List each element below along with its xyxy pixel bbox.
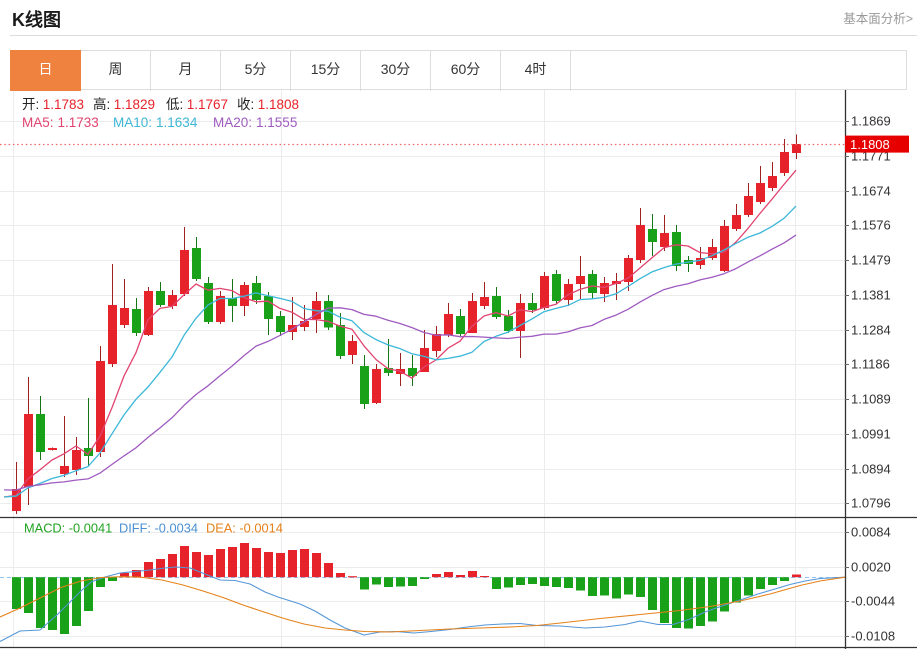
svg-text:DIFF: -0.0034: DIFF: -0.0034 xyxy=(119,521,198,536)
svg-text:1.1808: 1.1808 xyxy=(850,137,890,152)
svg-text:0.0084: 0.0084 xyxy=(851,525,891,540)
svg-text:MACD: -0.0041: MACD: -0.0041 xyxy=(24,521,112,536)
svg-text:1.1381: 1.1381 xyxy=(851,288,891,303)
svg-text:-0.0108: -0.0108 xyxy=(851,629,895,644)
svg-text:1.1479: 1.1479 xyxy=(851,253,891,268)
svg-text:1.1186: 1.1186 xyxy=(851,357,890,372)
svg-text:1.0894: 1.0894 xyxy=(851,462,891,477)
svg-text:1.1284: 1.1284 xyxy=(851,323,891,338)
svg-text:0.0020: 0.0020 xyxy=(851,560,891,575)
svg-text:-0.0044: -0.0044 xyxy=(851,594,895,609)
svg-text:1.1869: 1.1869 xyxy=(851,114,891,129)
svg-text:MA20:1.1555: MA20: 1.1555 xyxy=(213,115,297,130)
svg-text:1.0796: 1.0796 xyxy=(851,496,891,511)
svg-text:1.0991: 1.0991 xyxy=(851,427,891,442)
svg-text:1.1674: 1.1674 xyxy=(851,184,891,199)
svg-text:高:1.1829: 高: 1.1829 xyxy=(93,96,155,112)
svg-text:DEA: -0.0014: DEA: -0.0014 xyxy=(206,521,283,536)
svg-text:1.1089: 1.1089 xyxy=(851,392,891,407)
svg-text:收:1.1808: 收: 1.1808 xyxy=(237,97,299,112)
svg-text:低:1.1767: 低: 1.1767 xyxy=(166,97,228,112)
svg-text:1.1576: 1.1576 xyxy=(851,218,891,233)
svg-text:MA5:1.1733: MA5: 1.1733 xyxy=(22,115,99,130)
svg-text:MA10:1.1634: MA10: 1.1634 xyxy=(113,115,198,130)
svg-text:开:1.1783: 开: 1.1783 xyxy=(22,97,84,112)
